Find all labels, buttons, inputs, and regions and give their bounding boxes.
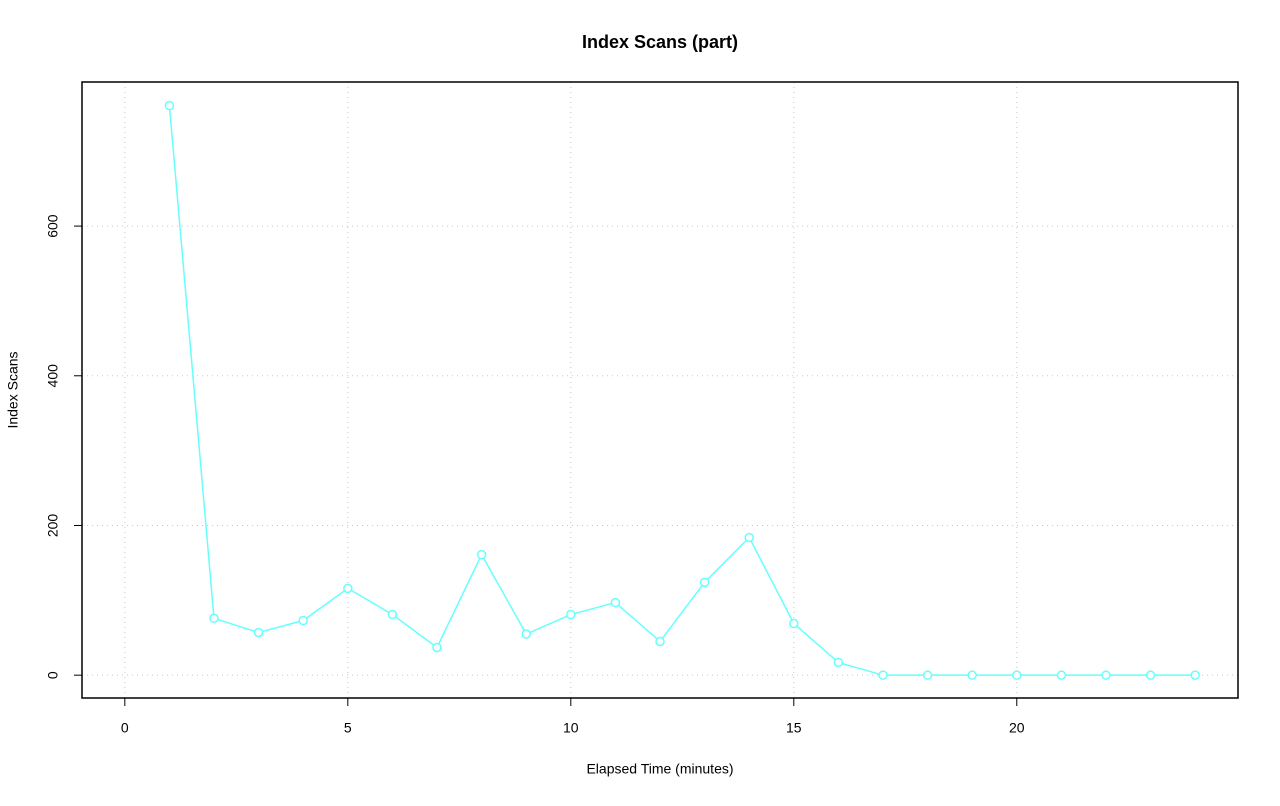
data-point: [789, 618, 799, 629]
data-point: [878, 670, 888, 680]
data-point: [343, 583, 353, 594]
plot-frame: [81, 81, 1239, 699]
x-tick-label: 5: [344, 720, 352, 736]
data-point: [967, 670, 977, 680]
data-point: [699, 577, 710, 588]
x-tick-label: 15: [786, 720, 802, 736]
data-point: [922, 670, 933, 680]
data-point: [521, 629, 531, 639]
data-point: [1101, 670, 1111, 680]
data-point: [1012, 670, 1022, 680]
y-tick-label: 0: [45, 671, 61, 679]
data-point: [387, 609, 398, 620]
y-tick-label: 600: [45, 214, 61, 238]
x-tick-label: 20: [1009, 720, 1025, 736]
x-tick-label: 10: [563, 720, 579, 736]
x-axis-label: Elapsed Time (minutes): [586, 761, 733, 777]
data-point: [833, 657, 844, 668]
chart-title: Index Scans (part): [582, 32, 738, 52]
data-point: [566, 609, 576, 620]
data-point: [1145, 670, 1156, 680]
data-point: [476, 549, 487, 560]
y-tick-label: 200: [45, 514, 61, 538]
data-point: [253, 627, 264, 638]
data-line: [168, 105, 1196, 676]
data-point: [1056, 670, 1067, 680]
data-point: [164, 100, 175, 111]
data-point: [209, 613, 219, 624]
y-axis-label: Index Scans: [5, 351, 21, 428]
data-point: [298, 615, 308, 626]
x-tick-label: 0: [121, 720, 129, 736]
y-tick-label: 400: [45, 364, 61, 388]
data-point: [744, 532, 754, 543]
data-point: [655, 636, 665, 647]
data-point: [610, 597, 621, 608]
data-point: [432, 642, 442, 653]
data-point: [1190, 670, 1200, 680]
